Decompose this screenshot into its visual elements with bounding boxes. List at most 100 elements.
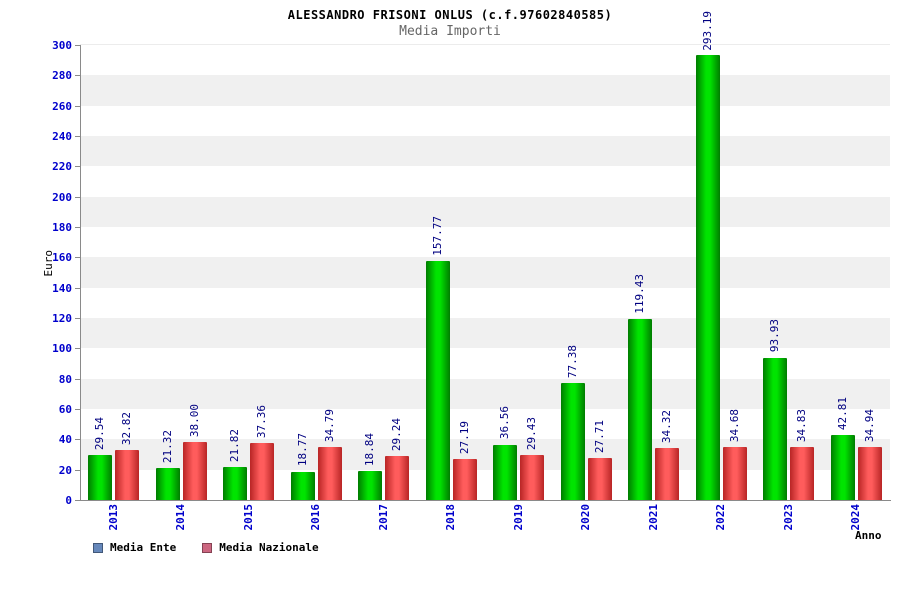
bar-value-label: 32.82 bbox=[120, 412, 134, 446]
legend-swatch-media-ente bbox=[93, 542, 103, 553]
y-tick-label: 300 bbox=[52, 39, 72, 52]
bar-media-nazionale-2022 bbox=[722, 447, 747, 500]
y-tick-mark bbox=[75, 287, 80, 289]
y-tick-mark bbox=[75, 136, 80, 137]
background-band bbox=[80, 409, 890, 440]
background-band bbox=[80, 227, 890, 258]
chart-title: ALESSANDRO FRISONI ONLUS (c.f.9760284058… bbox=[287, 8, 613, 22]
bar-value-label: 34.83 bbox=[795, 409, 809, 443]
y-tick-label: 80 bbox=[58, 372, 72, 386]
bar-media-nazionale-2019 bbox=[520, 455, 545, 500]
x-tick-label: 2022 bbox=[714, 504, 728, 531]
bar-value-label: 29.43 bbox=[525, 417, 539, 451]
legend-item-media-nazionale: Media Nazionale bbox=[202, 541, 319, 554]
bar-value-label: 77.38 bbox=[565, 344, 579, 378]
background-band bbox=[80, 257, 890, 288]
background-band bbox=[80, 166, 890, 197]
x-axis-title: Anno bbox=[855, 529, 882, 542]
chart-subtitle: Media Importi bbox=[399, 24, 501, 39]
bar-value-label: 38.00 bbox=[187, 404, 201, 438]
y-tick-mark bbox=[75, 378, 80, 380]
x-tick-label: 2016 bbox=[309, 504, 323, 531]
gridline bbox=[80, 44, 890, 45]
bar-value-label: 34.68 bbox=[727, 409, 741, 443]
bar-media-ente-2021 bbox=[628, 318, 653, 500]
bar-media-ente-2020 bbox=[560, 382, 585, 500]
y-axis-title: Euro bbox=[42, 250, 55, 277]
y-tick-label: 140 bbox=[52, 281, 72, 295]
background-band bbox=[80, 469, 890, 500]
y-tick-mark bbox=[75, 439, 80, 441]
legend-item-media-ente: Media Ente bbox=[93, 541, 176, 554]
background-band bbox=[80, 439, 890, 470]
bar-value-label: 34.79 bbox=[322, 409, 336, 443]
y-tick-label: 260 bbox=[52, 99, 72, 113]
background-band bbox=[80, 196, 890, 227]
bar-media-ente-2022 bbox=[695, 55, 720, 500]
y-tick-mark bbox=[75, 45, 80, 46]
y-tick-mark bbox=[75, 227, 80, 228]
bar-value-label: 21.32 bbox=[160, 429, 174, 463]
bar-media-ente-2017 bbox=[358, 471, 383, 500]
bar-media-ente-2015 bbox=[223, 466, 248, 500]
bar-value-label: 27.19 bbox=[457, 420, 471, 454]
bar-media-nazionale-2016 bbox=[317, 447, 342, 500]
bar-media-ente-2019 bbox=[493, 444, 518, 500]
x-tick-label: 2019 bbox=[511, 504, 525, 531]
bar-media-nazionale-2023 bbox=[790, 447, 815, 500]
y-tick-label: 220 bbox=[52, 160, 72, 174]
y-tick-mark bbox=[75, 257, 80, 259]
bar-value-label: 42.81 bbox=[835, 396, 849, 431]
y-tick-label: 0 bbox=[65, 494, 72, 507]
background-band bbox=[80, 287, 890, 318]
y-tick-mark bbox=[75, 166, 80, 168]
y-tick-label: 100 bbox=[52, 342, 72, 356]
bar-value-label: 27.71 bbox=[592, 419, 606, 453]
legend-label-media-ente: Media Ente bbox=[110, 541, 177, 554]
x-tick-label: 2024 bbox=[849, 504, 863, 531]
legend-label-media-nazionale: Media Nazionale bbox=[219, 541, 319, 554]
bar-value-label: 18.77 bbox=[295, 433, 309, 467]
bar-media-ente-2024 bbox=[830, 435, 855, 500]
bar-media-nazionale-2020 bbox=[587, 457, 612, 500]
bar-media-nazionale-2013 bbox=[115, 450, 140, 500]
bar-media-ente-2023 bbox=[763, 357, 788, 500]
bar-media-ente-2018 bbox=[425, 260, 450, 500]
bar-value-label: 29.24 bbox=[390, 417, 404, 451]
y-tick-label: 120 bbox=[52, 312, 72, 325]
bar-value-label: 37.36 bbox=[255, 405, 269, 439]
bar-media-nazionale-2015 bbox=[250, 443, 275, 500]
x-tick-label: 2014 bbox=[174, 504, 188, 531]
bar-value-label: 293.19 bbox=[700, 10, 714, 51]
background-band bbox=[80, 105, 890, 136]
y-tick-mark bbox=[75, 348, 80, 350]
background-band bbox=[80, 136, 890, 167]
y-tick-mark bbox=[75, 318, 80, 319]
background-band bbox=[80, 75, 890, 106]
y-tick-mark bbox=[75, 105, 80, 107]
legend-swatch-media-nazionale bbox=[202, 542, 213, 553]
bar-value-label: 157.77 bbox=[430, 215, 444, 256]
background-band bbox=[80, 45, 890, 76]
y-tick-label: 160 bbox=[52, 251, 72, 265]
y-tick-label: 20 bbox=[58, 463, 72, 477]
x-tick-label: 2013 bbox=[106, 504, 120, 531]
x-tick-label: 2017 bbox=[376, 504, 390, 531]
x-axis-line bbox=[80, 500, 891, 501]
bar-media-nazionale-2014 bbox=[182, 442, 207, 500]
y-tick-mark bbox=[75, 500, 80, 501]
bar-value-label: 119.43 bbox=[633, 274, 647, 314]
y-tick-mark bbox=[75, 75, 80, 77]
y-tick-label: 180 bbox=[52, 221, 72, 234]
x-tick-label: 2020 bbox=[579, 504, 593, 531]
bar-value-label: 36.56 bbox=[498, 406, 512, 440]
y-tick-mark bbox=[75, 469, 80, 471]
y-tick-mark bbox=[75, 409, 80, 410]
y-axis-line bbox=[80, 45, 81, 501]
bar-value-label: 21.82 bbox=[228, 428, 242, 462]
background-band bbox=[80, 318, 890, 349]
y-tick-label: 280 bbox=[52, 69, 72, 83]
bar-media-nazionale-2018 bbox=[452, 458, 477, 500]
y-tick-label: 60 bbox=[58, 403, 72, 416]
